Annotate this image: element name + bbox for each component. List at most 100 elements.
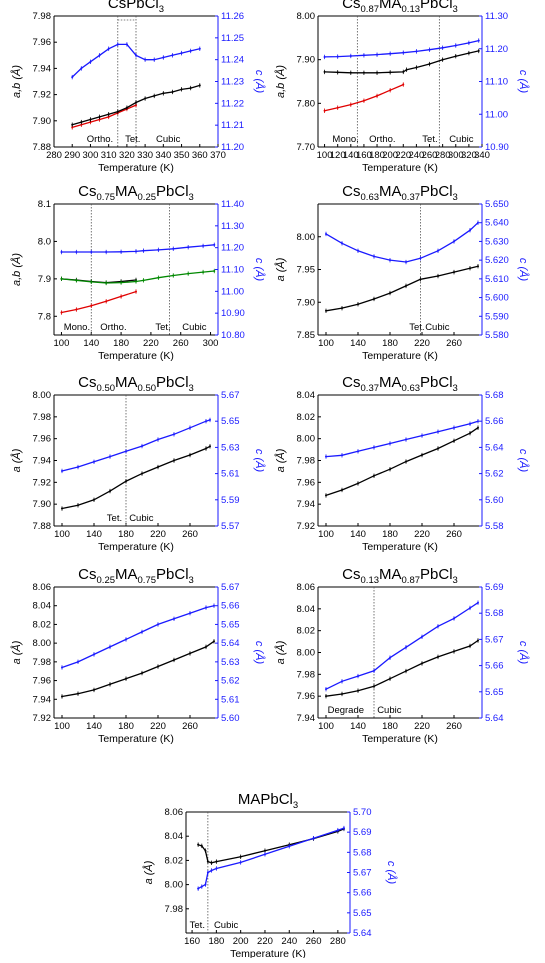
y2-tick-label: 11.21 bbox=[221, 120, 244, 131]
y-tick-label: 7.90 bbox=[297, 297, 316, 308]
phase-label: Tet. bbox=[155, 322, 170, 333]
y-tick-label: 7.94 bbox=[297, 499, 316, 510]
chart-panel-3: Cs0.75MA0.25PbCl3 100 140 180 220 260 300 7.8 7.… bbox=[10, 183, 266, 362]
data-point bbox=[405, 670, 407, 673]
y2-tick-label: 5.630 bbox=[485, 236, 509, 247]
data-point bbox=[205, 420, 207, 423]
data-point bbox=[209, 418, 211, 421]
data-point bbox=[323, 70, 326, 73]
x-axis-label: Temperature (K) bbox=[362, 541, 438, 553]
y2-axis-label: c (Å) bbox=[253, 641, 266, 665]
y-tick-label: 7.94 bbox=[297, 713, 316, 724]
data-point bbox=[357, 450, 359, 453]
data-point bbox=[239, 855, 242, 858]
series-line-2 bbox=[61, 445, 211, 510]
y2-tick-label: 11.20 bbox=[485, 44, 508, 55]
series-line-2 bbox=[72, 104, 137, 129]
data-point bbox=[477, 221, 479, 224]
data-point bbox=[210, 861, 213, 864]
x-tick-label: 350 bbox=[174, 150, 190, 161]
data-point bbox=[171, 90, 174, 93]
data-point bbox=[61, 507, 63, 510]
data-point bbox=[80, 121, 83, 124]
y-tick-label: 7.92 bbox=[33, 713, 52, 724]
data-point bbox=[209, 445, 211, 448]
data-point bbox=[204, 849, 207, 852]
series-line-1 bbox=[61, 244, 215, 253]
y-tick-label: 8.06 bbox=[165, 807, 184, 818]
data-point bbox=[453, 271, 455, 274]
x-tick-label: 220 bbox=[414, 721, 430, 732]
y2-axis-label: c (Å) bbox=[517, 641, 530, 665]
data-point bbox=[373, 446, 375, 449]
x-axis-label: Temperature (K) bbox=[98, 733, 174, 745]
y2-tick-label: 11.20 bbox=[221, 243, 244, 254]
data-point bbox=[469, 606, 471, 609]
data-point bbox=[71, 76, 74, 79]
chart-panel-7: Cs0.25MA0.75PbCl3 100 140 180 220 260 7.92 7.94… bbox=[10, 566, 266, 745]
y2-tick-label: 5.610 bbox=[485, 274, 509, 285]
x-tick-label: 260 bbox=[182, 529, 198, 540]
data-point bbox=[389, 292, 391, 295]
x-tick-label: 220 bbox=[257, 936, 273, 947]
data-point bbox=[172, 274, 175, 277]
phase-label: Cubic bbox=[129, 513, 154, 524]
y-tick-label: 7.96 bbox=[297, 477, 316, 488]
y2-axis-label: c (Å) bbox=[517, 258, 530, 282]
data-point bbox=[206, 871, 209, 874]
data-point bbox=[325, 688, 327, 691]
y-tick-label: 7.90 bbox=[33, 499, 52, 510]
y2-tick-label: 11.24 bbox=[221, 55, 244, 66]
y2-tick-label: 10.90 bbox=[221, 308, 245, 319]
y2-tick-label: 5.66 bbox=[485, 661, 504, 672]
x-tick-label: 330 bbox=[137, 150, 153, 161]
data-point bbox=[75, 251, 78, 254]
data-point bbox=[469, 267, 471, 270]
data-point bbox=[120, 250, 123, 253]
data-point bbox=[263, 853, 266, 856]
data-point bbox=[189, 426, 191, 429]
data-point bbox=[453, 240, 455, 243]
x-tick-label: 280 bbox=[46, 150, 62, 161]
data-point bbox=[187, 246, 190, 249]
series-line-2 bbox=[325, 265, 479, 312]
series-line-1 bbox=[61, 419, 211, 472]
data-point bbox=[415, 66, 418, 69]
phase-label: Tet. bbox=[422, 134, 437, 145]
y-tick-label: 7.96 bbox=[33, 676, 52, 687]
x-tick-label: 160 bbox=[184, 936, 200, 947]
data-point bbox=[93, 653, 95, 656]
data-point bbox=[349, 71, 352, 74]
data-point bbox=[419, 278, 422, 281]
series-line-2 bbox=[324, 50, 479, 74]
data-point bbox=[357, 303, 359, 306]
y-tick-label: 8.04 bbox=[33, 601, 52, 612]
y-tick-label: 7.70 bbox=[297, 142, 316, 153]
x-tick-label: 340 bbox=[474, 150, 490, 161]
y2-tick-label: 5.580 bbox=[485, 330, 509, 341]
data-point bbox=[312, 837, 315, 840]
data-point bbox=[173, 658, 175, 661]
x-tick-label: 220 bbox=[414, 529, 430, 540]
data-point bbox=[357, 249, 359, 252]
data-point bbox=[77, 504, 79, 507]
x-tick-label: 300 bbox=[203, 338, 219, 349]
y2-tick-label: 5.64 bbox=[485, 442, 504, 453]
data-point bbox=[198, 47, 201, 50]
phase-label: Tet. bbox=[409, 322, 424, 333]
data-point bbox=[402, 83, 405, 86]
data-point bbox=[80, 67, 83, 70]
data-point bbox=[157, 623, 159, 626]
x-tick-label: 290 bbox=[64, 150, 80, 161]
y2-tick-label: 11.10 bbox=[485, 77, 508, 88]
x-tick-label: 300 bbox=[83, 150, 99, 161]
data-point bbox=[125, 480, 127, 483]
data-point bbox=[362, 71, 365, 74]
data-point bbox=[373, 685, 375, 688]
data-point bbox=[336, 106, 339, 109]
data-point bbox=[205, 645, 207, 648]
data-point bbox=[125, 43, 128, 46]
data-point bbox=[141, 630, 143, 633]
x-tick-label: 180 bbox=[382, 529, 398, 540]
data-point bbox=[205, 606, 207, 609]
